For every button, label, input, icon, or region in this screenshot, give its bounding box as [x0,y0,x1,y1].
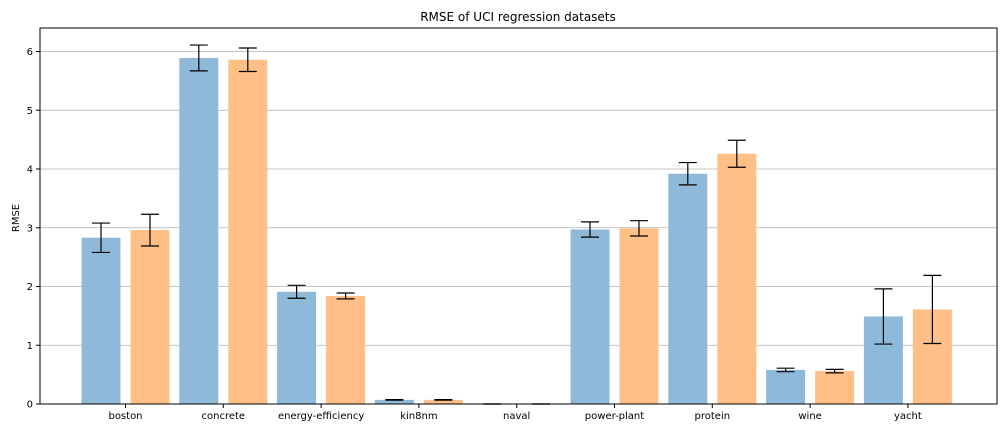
bar-energy-efficiency-series-2 [326,295,366,404]
x-tick-label-yacht: yacht [894,411,922,422]
bar-energy-efficiency-series-1 [277,291,317,404]
y-axis-label: RMSE [11,204,22,232]
bar-wine-series-2 [815,371,855,404]
x-tick-label-protein: protein [695,411,731,422]
bar-concrete-series-1 [179,57,219,405]
x-axis-ticks: boston concrete energy-efficiency kin8nm nav… [108,404,922,422]
bar-kin8nm-series-1 [374,399,414,404]
bar-protein-series-1 [668,173,708,404]
chart-title: RMSE of UCI regression datasets [420,10,616,24]
bar-wine-series-1 [766,369,806,404]
y-tick-label: 3 [27,223,33,234]
y-tick-label: 6 [27,47,33,58]
x-tick-label-power-plant: power-plant [585,411,644,422]
y-tick-label: 1 [27,341,33,352]
y-tick-label: 5 [27,106,33,117]
bar-power-plant-series-2 [619,228,659,404]
y-tick-label: 2 [27,282,33,293]
error-bars [92,44,942,405]
x-tick-label-kin8nm: kin8nm [400,411,437,422]
y-tick-label: 4 [27,165,33,176]
x-tick-label-wine: wine [798,411,821,422]
bar-power-plant-series-1 [570,229,610,404]
plot-frame [39,27,998,405]
bar-protein-series-2 [717,153,757,404]
x-tick-label-energy-efficiency: energy-efficiency [278,411,364,422]
bar-concrete-series-2 [228,59,268,404]
x-tick-label-concrete: concrete [202,411,246,422]
bar-kin8nm-series-2 [423,399,463,404]
x-tick-label-naval: naval [503,411,530,422]
y-tick-label: 0 [27,400,33,411]
bar-boston-series-2 [130,230,170,404]
x-tick-label-boston: boston [108,411,142,422]
bar-boston-series-1 [81,237,121,404]
y-axis-ticks: 0 1 2 3 4 5 6 [27,47,40,411]
